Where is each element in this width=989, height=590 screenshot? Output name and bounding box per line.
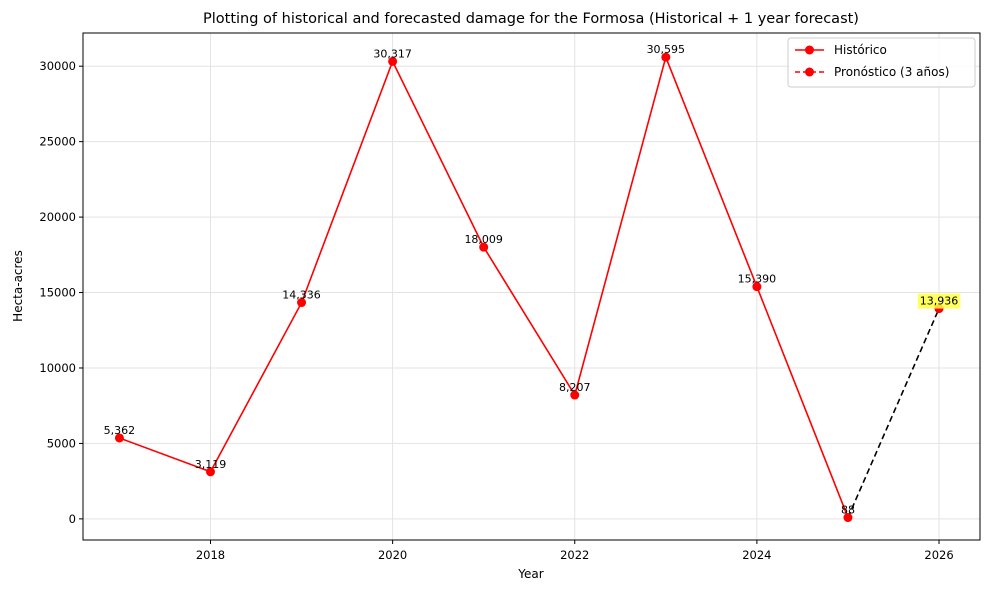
data-point	[205, 467, 215, 477]
x-tick-label: 2022	[560, 548, 589, 562]
y-axis-label: Hecta-acres	[11, 250, 25, 322]
data-label: 30,317	[373, 47, 412, 60]
y-tick-label: 10000	[39, 361, 76, 375]
data-label: 15,390	[738, 273, 777, 286]
legend-historico-label: Histórico	[834, 43, 887, 57]
y-tick-label: 20000	[39, 210, 76, 224]
chart-title: Plotting of historical and forecasted da…	[203, 11, 859, 27]
data-label: 14,336	[282, 289, 321, 302]
y-tick-label: 30000	[39, 59, 76, 73]
data-label: 18,009	[464, 233, 503, 246]
legend-historico-marker	[805, 45, 814, 55]
x-tick-label: 2024	[742, 548, 771, 562]
y-tick-label: 5000	[47, 436, 76, 450]
data-point	[479, 242, 489, 252]
y-tick-label: 15000	[39, 286, 76, 300]
data-point	[843, 513, 853, 523]
data-points	[114, 52, 944, 523]
legend-pronostico-label: Pronóstico (3 años)	[834, 65, 949, 79]
series-line-1	[847, 308, 940, 518]
x-tick-label: 2018	[196, 548, 225, 562]
forecast-label-highlight	[917, 293, 961, 309]
data-point	[570, 390, 580, 400]
data-label: 5,362	[104, 424, 136, 437]
x-tick-label: 2026	[924, 548, 953, 562]
data-labels: 5,362 3,119 14,336 30,317 18,009 8,207 30,595 1…	[104, 43, 961, 517]
legend-box	[787, 37, 976, 88]
data-point	[388, 56, 398, 66]
data-label: 3,119	[195, 458, 227, 471]
y-tick-label: 0	[69, 512, 76, 526]
forecast-label-text: 13,936	[920, 295, 959, 308]
legend-pronostico-marker	[805, 67, 814, 77]
data-label: 8,207	[559, 381, 591, 394]
y-tick-label: 25000	[39, 135, 76, 149]
data-label: 30,595	[647, 43, 686, 56]
grid	[83, 33, 980, 540]
legend: Histórico Pronóstico (3 años)	[787, 37, 976, 88]
data-label: 88	[841, 504, 855, 517]
data-point	[752, 282, 762, 292]
x-tick-label: 2020	[378, 548, 407, 562]
data-point	[114, 433, 124, 443]
series-lines	[119, 54, 940, 518]
series-line-0	[119, 54, 849, 518]
x-axis-label: Year	[517, 567, 543, 581]
plot-frame	[82, 32, 981, 541]
data-point	[661, 52, 671, 62]
forecast-label: 13,936	[917, 293, 961, 309]
data-point	[297, 298, 307, 308]
axis-ticks: 2018 2020 2022 2024 2026 0 5000 10000 15000 20000…	[39, 59, 953, 562]
